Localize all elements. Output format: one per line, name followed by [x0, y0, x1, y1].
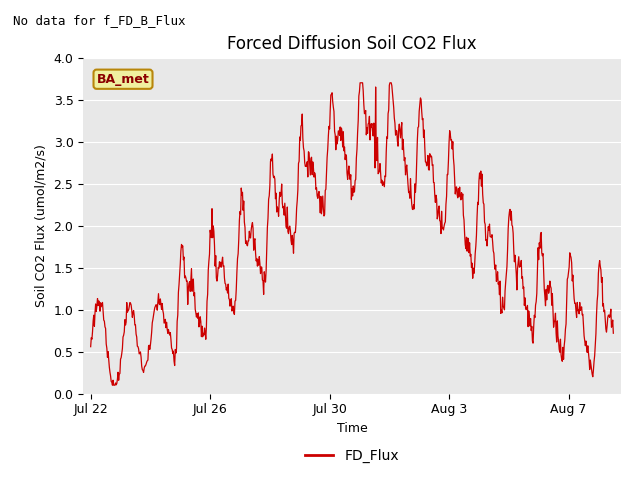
X-axis label: Time: Time	[337, 422, 367, 435]
Text: BA_met: BA_met	[97, 73, 149, 86]
Title: Forced Diffusion Soil CO2 Flux: Forced Diffusion Soil CO2 Flux	[227, 35, 477, 53]
Text: No data for f_FD_B_Flux: No data for f_FD_B_Flux	[13, 14, 186, 27]
Legend: FD_Flux: FD_Flux	[300, 443, 404, 468]
Y-axis label: Soil CO2 Flux (umol/m2/s): Soil CO2 Flux (umol/m2/s)	[35, 144, 48, 307]
